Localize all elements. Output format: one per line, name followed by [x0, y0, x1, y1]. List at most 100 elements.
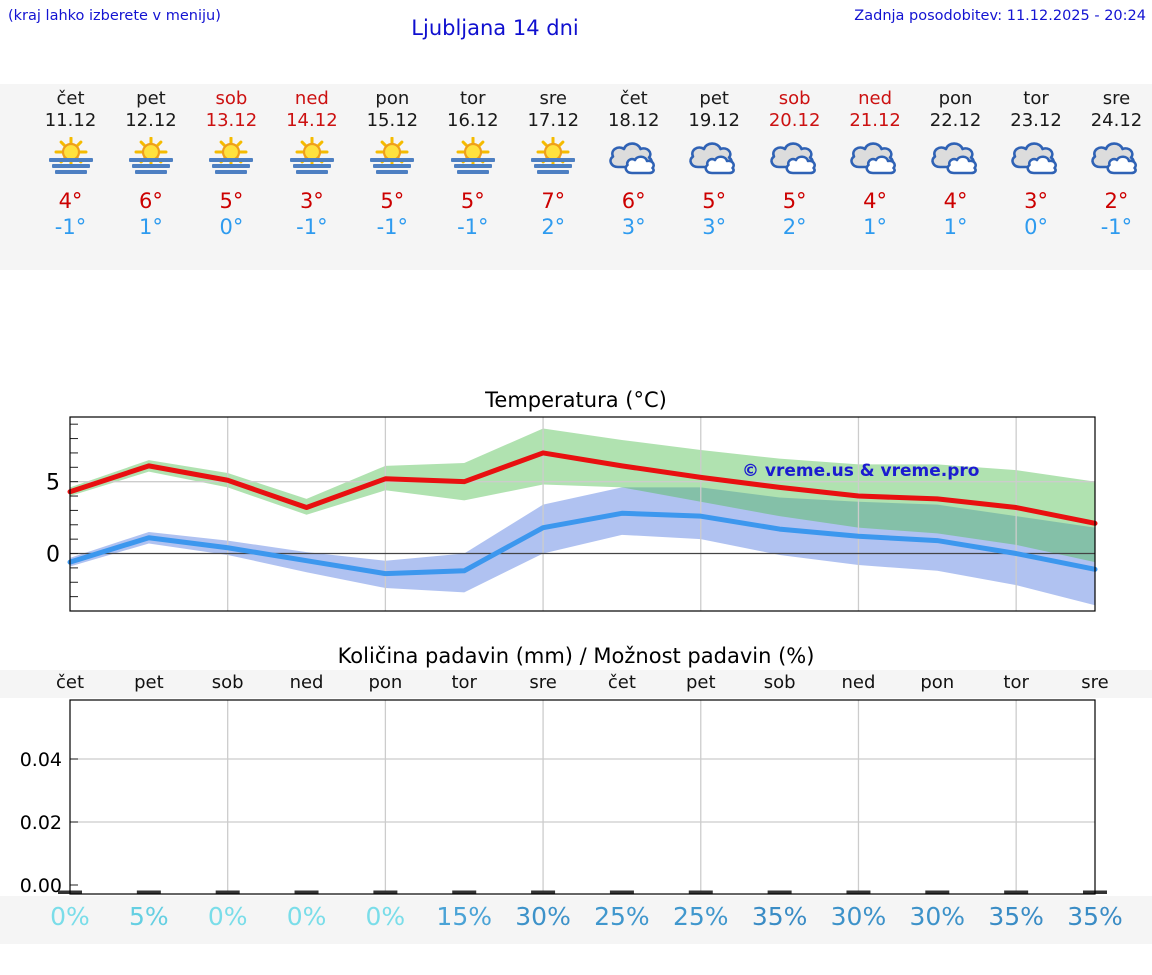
svg-text:0.04: 0.04: [20, 749, 62, 771]
low-temperature: -1°: [457, 215, 489, 239]
precipitation-probability: 35%: [1067, 902, 1123, 931]
day-date: 15.12: [366, 110, 419, 131]
low-temperature: 0°: [219, 215, 244, 239]
forecast-day-column: tor 23.12 3° 0°: [996, 88, 1077, 240]
day-date: 17.12: [527, 110, 580, 131]
high-temperature: 6°: [621, 189, 646, 213]
precip-day-label: sob: [763, 672, 796, 693]
low-temperature: 1°: [863, 215, 888, 239]
precip-day-label: tor: [1003, 672, 1029, 693]
svg-text:0.00: 0.00: [20, 875, 62, 897]
precip-day-label: pon: [368, 672, 403, 693]
svg-text:5: 5: [46, 471, 60, 496]
low-temperature: -1°: [296, 215, 328, 239]
precipitation-bar: [531, 890, 556, 894]
low-temperature: 2°: [782, 215, 807, 239]
sun-fog-icon: [128, 136, 173, 174]
weather-icon-wrap: [928, 137, 984, 179]
precipitation-probability: 30%: [909, 902, 966, 931]
precipitation-probability: 30%: [830, 902, 887, 931]
high-temperature: 3°: [1024, 189, 1048, 213]
clouds-icon: [1011, 142, 1057, 175]
precipitation-probability: 15%: [436, 902, 492, 931]
precip-day-label: čet: [55, 672, 85, 693]
max-temperature-line: [67, 450, 1098, 526]
day-name: sob: [215, 88, 248, 109]
day-name: ned: [858, 88, 893, 109]
forecast-day-column: sre 17.12 7° 2°: [513, 88, 594, 240]
page-title: Ljubljana 14 dni: [411, 16, 579, 40]
precipitation-probability: 5%: [129, 902, 169, 931]
precipitation-chart-title: Količina padavin (mm) / Možnost padavin …: [337, 644, 815, 668]
weather-icon-wrap: [847, 137, 903, 179]
precipitation-probability: 30%: [515, 902, 571, 931]
high-temperature: 4°: [943, 189, 968, 213]
day-date: 11.12: [44, 110, 97, 131]
menu-hint: (kraj lahko izberete v meniju): [8, 8, 221, 24]
day-name: tor: [460, 88, 486, 109]
svg-text:0.02: 0.02: [20, 812, 62, 834]
precipitation-bar: [294, 890, 319, 894]
day-date: 18.12: [607, 110, 660, 131]
high-temperature: 4°: [863, 189, 888, 213]
precip-day-label: sre: [1081, 672, 1109, 693]
precipitation-probability: 35%: [988, 902, 1044, 931]
weather-icon-wrap: [123, 136, 179, 179]
precipitation-bar: [609, 890, 634, 894]
day-name: pon: [938, 88, 973, 109]
day-name: pet: [136, 88, 166, 109]
day-name: sre: [539, 88, 567, 109]
high-temperature: 2°: [1104, 189, 1129, 213]
day-date: 21.12: [849, 110, 901, 131]
sun-fog-icon: [48, 136, 93, 174]
low-temperature: 0°: [1024, 215, 1048, 239]
clouds-icon: [850, 142, 897, 175]
forecast-day-column: sob 20.12 5° 2°: [754, 88, 835, 240]
precipitation-chart: 0.00 0.02 0.04: [20, 699, 1107, 897]
low-temperature: -1°: [1100, 215, 1133, 239]
clouds-icon: [930, 142, 977, 175]
sun-fog-icon: [450, 136, 495, 174]
precipitation-probability: 0%: [207, 902, 248, 931]
precipitation-bar: [925, 890, 950, 894]
sun-fog-icon: [289, 136, 334, 174]
clouds-icon: [689, 142, 736, 175]
precipitation-bar: [846, 890, 871, 894]
day-date: 19.12: [688, 110, 740, 131]
forecast-day-column: pon 15.12 5° -1°: [352, 88, 433, 240]
precipitation-probability: 35%: [751, 902, 808, 931]
precip-day-label: tor: [451, 672, 477, 693]
high-temperature: 5°: [702, 189, 727, 213]
precipitation-bar: [452, 890, 477, 894]
min-temperature-band: [70, 487, 1095, 606]
forecast-day-column: sob 13.12 5° 0°: [191, 88, 272, 240]
high-temperature: 5°: [782, 189, 807, 213]
svg-text:0: 0: [46, 543, 60, 568]
low-temperature: 3°: [621, 215, 646, 239]
day-date: 22.12: [929, 110, 982, 131]
day-name: pet: [699, 88, 729, 109]
precipitation-bar: [136, 890, 161, 894]
weather-icon-wrap: [686, 137, 742, 179]
day-name: čet: [619, 88, 648, 109]
sun-fog-icon: [370, 136, 415, 174]
weather-icon-wrap: [525, 136, 581, 179]
precipitation-bar: [767, 890, 792, 894]
temperature-chart: 05: [46, 416, 1098, 612]
precipitation-probability: 25%: [672, 902, 729, 931]
day-name: ned: [294, 88, 329, 109]
weather-icon-wrap: [1008, 137, 1064, 179]
clouds-icon: [1091, 142, 1138, 175]
day-date: 16.12: [447, 110, 499, 131]
forecast-day-column: pet 12.12 6° 1°: [110, 88, 191, 240]
min-temperature-line: [67, 510, 1098, 577]
weather-icon-wrap: [1088, 137, 1144, 179]
day-date: 20.12: [768, 110, 821, 131]
watermark: © vreme.us & vreme.pro: [742, 461, 980, 481]
precip-day-label: ned: [289, 672, 324, 693]
forecast-day-column: sre 24.12 2° -1°: [1076, 88, 1152, 240]
weather-icon-wrap: [43, 136, 99, 179]
day-date: 23.12: [1010, 110, 1062, 131]
forecast-day-column: pet 19.12 5° 3°: [674, 88, 755, 240]
weather-icon-wrap: [606, 137, 662, 179]
